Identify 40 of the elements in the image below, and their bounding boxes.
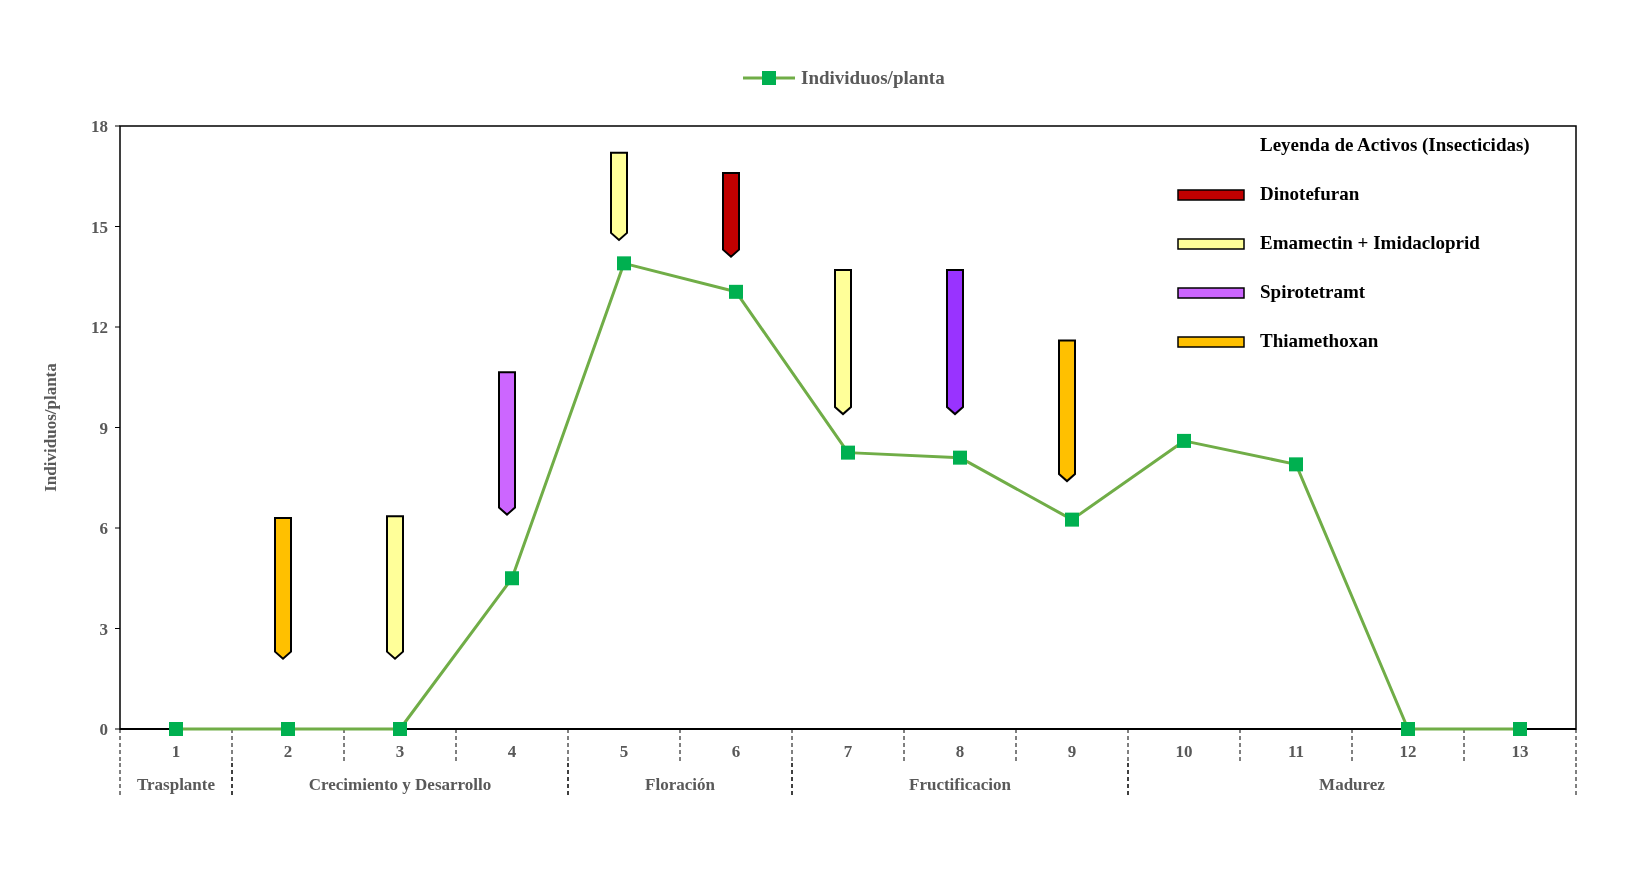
y-tick-label: 3 xyxy=(99,619,108,639)
text: Fructificacion xyxy=(909,775,1012,794)
x-tick-label: 10 xyxy=(1175,742,1193,761)
bar xyxy=(386,515,404,660)
text: Crecimiento y Desarrollo xyxy=(308,775,492,794)
bar xyxy=(610,151,628,241)
legend-label: Thiamethoxan xyxy=(1260,330,1379,351)
x-tick-label: 6 xyxy=(731,742,741,761)
legend-label: Spirotetramt xyxy=(1260,281,1366,302)
legend-title: Leyenda de Activos (Insecticidas) xyxy=(1260,134,1530,156)
bar xyxy=(274,516,292,660)
y-tick-label: 9 xyxy=(99,418,108,438)
x-tick-label: 7 xyxy=(843,742,853,761)
bar xyxy=(1058,339,1076,483)
y-tick-label: 18 xyxy=(91,117,108,136)
text: Trasplante xyxy=(136,775,216,794)
legend-label: Dinotefuran xyxy=(1260,183,1360,204)
x-tick-label: 2 xyxy=(283,742,293,761)
x-tick-label: 5 xyxy=(619,742,629,761)
y-tick-label: 0 xyxy=(99,720,108,739)
x-tick-label: 11 xyxy=(1287,742,1305,761)
x-tick-label: 13 xyxy=(1511,742,1529,761)
bar xyxy=(834,269,852,416)
legend-label: Emamectin + Imidacloprid xyxy=(1260,232,1481,253)
text: Floración xyxy=(645,775,716,794)
text: Madurez xyxy=(1319,775,1386,794)
bar xyxy=(946,269,964,416)
legend-label: Individuos/planta xyxy=(801,67,946,88)
x-tick-label: 9 xyxy=(1067,742,1077,761)
bar xyxy=(498,371,516,516)
x-tick-label: 8 xyxy=(955,742,965,761)
x-tick-label: 4 xyxy=(507,742,517,761)
bar xyxy=(722,171,740,258)
x-tick-label: 12 xyxy=(1399,742,1417,761)
y-tick-label: 6 xyxy=(99,519,108,538)
y-axis-title: Individuos/planta xyxy=(41,362,60,492)
y-tick-label: 12 xyxy=(91,318,108,337)
x-tick-label: 1 xyxy=(171,742,181,761)
y-tick-label: 15 xyxy=(91,217,108,237)
x-tick-label: 3 xyxy=(395,742,405,761)
